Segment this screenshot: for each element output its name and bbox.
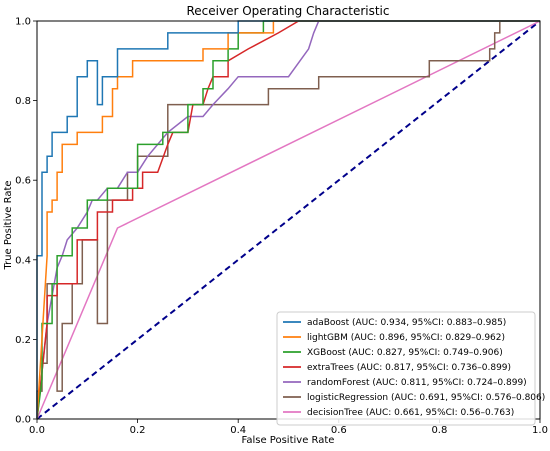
x-tick-label: 0.2 (130, 425, 146, 436)
y-tick-label: 0.0 (15, 415, 31, 426)
y-tick-label: 0.2 (15, 335, 31, 346)
legend-box (276, 311, 536, 426)
y-tick-label: 0.4 (15, 255, 31, 266)
legend-label-lightgbm: lightGBM (AUC: 0.896, 95%CI: 0.829–0.962… (307, 333, 505, 343)
series-line-decisiontree (36, 20, 541, 420)
series-line-adaboost (36, 20, 540, 419)
y-axis-title: True Positive Rate (3, 180, 14, 270)
x-tick-label: 1.0 (532, 425, 548, 436)
y-tick-label: 1.0 (15, 17, 31, 28)
x-tick-label: 0.6 (331, 425, 347, 436)
x-tick-label: 0.8 (431, 425, 447, 436)
legend-label-logisticregression: logisticRegression (AUC: 0.691, 95%CI: 0… (307, 393, 545, 403)
x-axis-title: False Positive Rate (242, 435, 335, 446)
y-tick-label: 0.6 (15, 176, 31, 187)
series-line-logisticregression (36, 20, 540, 419)
x-tick-label: 0.4 (230, 425, 246, 436)
series-line-randomforest (36, 20, 540, 420)
legend-label-adaboost: adaBoost (AUC: 0.934, 95%CI: 0.883–0.985… (307, 318, 506, 328)
legend-label-randomforest: randomForest (AUC: 0.811, 95%CI: 0.724–0… (307, 378, 527, 388)
series-line-lightgbm (36, 20, 540, 420)
y-tick-label: 0.8 (15, 96, 31, 107)
x-tick-label: 0.0 (29, 425, 45, 436)
legend-label-xgboost: XGBoost (AUC: 0.827, 95%CI: 0.749–0.906) (307, 348, 503, 358)
legend-label-extratrees: extraTrees (AUC: 0.817, 95%CI: 0.736–0.8… (307, 363, 511, 373)
chance-diagonal-line (36, 20, 541, 420)
series-line-extratrees (36, 20, 540, 420)
plot-area: 0.0 0.2 0.4 0.6 0.8 1.0 0.0 0.2 0.4 0.6 0.8 1.0 (15, 17, 548, 437)
series-line-xgboost (36, 20, 540, 420)
chart-title: Receiver Operating Characteristic (186, 4, 389, 18)
legend: adaBoost (AUC: 0.934, 95%CI: 0.883–0.985… (276, 311, 545, 426)
legend-label-decisiontree: decisionTree (AUC: 0.661, 95%CI: 0.56–0.… (307, 408, 514, 418)
